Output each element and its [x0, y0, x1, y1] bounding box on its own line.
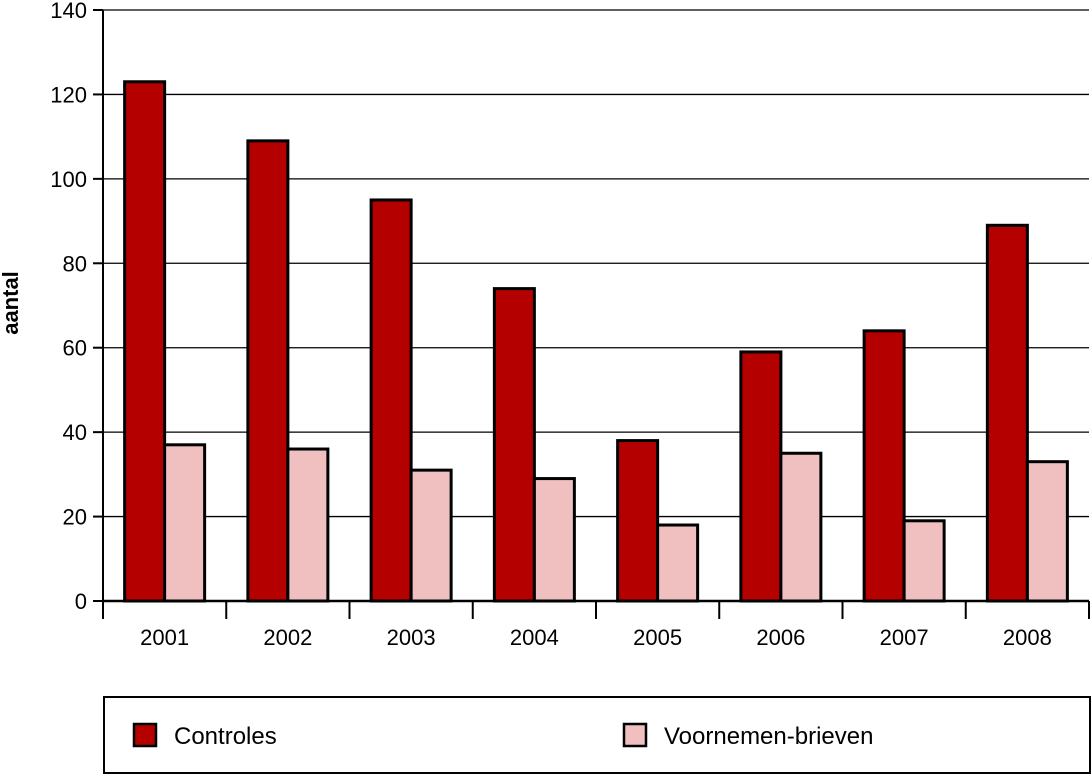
- y-tick-label: 100: [50, 167, 87, 192]
- x-tick-label: 2005: [633, 625, 682, 650]
- x-tick-label: 2008: [1003, 625, 1052, 650]
- x-tick-label: 2006: [756, 625, 805, 650]
- bar-controles-2004: [492, 287, 536, 603]
- y-tick-label: 140: [50, 0, 87, 23]
- bar-controles-2005: [616, 439, 660, 603]
- bars: [123, 80, 1069, 603]
- bar-voornemen-brieven-2006: [779, 451, 823, 603]
- bar-controles-2008: [985, 223, 1029, 603]
- y-tick-label: 40: [63, 420, 87, 445]
- x-tick-label: 2003: [387, 625, 436, 650]
- y-tick-labels: 0 20 40 60 80 100 120 140: [50, 0, 87, 614]
- y-tick-label: 80: [63, 251, 87, 276]
- bar-voornemen-brieven-2005: [656, 523, 700, 603]
- legend-swatch: [132, 722, 158, 748]
- y-tick-label: 60: [63, 336, 87, 361]
- x-tick-label: 2002: [263, 625, 312, 650]
- x-tick-label: 2007: [880, 625, 929, 650]
- y-tick-label: 20: [63, 505, 87, 530]
- legend-label: Voornemen-brieven: [664, 723, 873, 750]
- bar-controles-2006: [739, 350, 783, 603]
- y-axis-title: aantal: [0, 271, 23, 335]
- x-tick-label: 2001: [140, 625, 189, 650]
- legend-swatch: [622, 722, 648, 748]
- legend: Controles Voornemen-brieven: [103, 696, 1091, 774]
- bar-controles-2002: [246, 139, 290, 603]
- x-tick-label: 2004: [510, 625, 559, 650]
- bar-voornemen-brieven-2001: [163, 443, 207, 603]
- bar-voornemen-brieven-2003: [409, 468, 453, 603]
- axes: [93, 9, 1090, 619]
- bar-controles-2001: [123, 80, 167, 603]
- legend-box: [103, 696, 1091, 774]
- bar-voornemen-brieven-2007: [902, 519, 946, 603]
- x-tick-labels: 2001 2002 2003 2004 2005 2006 2007 2008: [140, 625, 1052, 650]
- y-tick-label: 120: [50, 82, 87, 107]
- legend-label: Controles: [174, 723, 277, 750]
- y-tick-label: 0: [75, 589, 87, 614]
- bar-voornemen-brieven-2004: [532, 477, 576, 603]
- bar-controles-2003: [369, 198, 413, 603]
- bar-voornemen-brieven-2002: [286, 447, 330, 603]
- bar-controles-2007: [862, 329, 906, 603]
- bar-voornemen-brieven-2008: [1025, 460, 1069, 603]
